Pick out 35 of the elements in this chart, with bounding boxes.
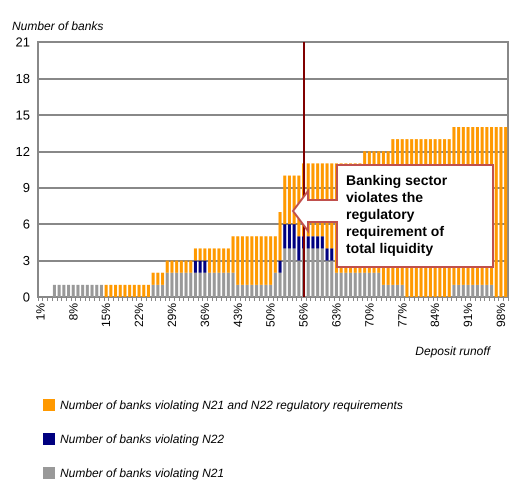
bar bbox=[297, 236, 300, 261]
legend-label: Number of banks violating N21 bbox=[60, 466, 224, 480]
x-tick-label: 29% bbox=[164, 302, 179, 328]
x-tick-label: 15% bbox=[99, 302, 114, 328]
y-tick-label: 12 bbox=[16, 144, 30, 159]
x-tick-label: 77% bbox=[395, 302, 410, 328]
x-tick-label: 91% bbox=[461, 302, 476, 328]
legend-label: Number of banks violating N22 bbox=[60, 432, 224, 446]
x-tick-label: 63% bbox=[329, 302, 344, 328]
y-tick-label: 9 bbox=[22, 180, 30, 196]
legend-label: Number of banks violating N21 and N22 regulatory requirements bbox=[60, 398, 403, 412]
y-tick-label: 3 bbox=[22, 253, 30, 268]
bar bbox=[152, 284, 155, 297]
y-axis-title: Number of banks bbox=[12, 19, 104, 33]
x-tick-label: 36% bbox=[198, 302, 212, 328]
x-tick-label: 8% bbox=[66, 302, 80, 320]
x-tick-label: 22% bbox=[132, 302, 146, 328]
y-tick-label: 0 bbox=[22, 290, 30, 304]
x-tick-label: 56% bbox=[296, 302, 311, 328]
x-axis-title: Deposit runoff bbox=[415, 344, 492, 358]
bar bbox=[104, 284, 108, 297]
y-tick-label: 21 bbox=[16, 34, 30, 50]
x-tick-label: 70% bbox=[362, 302, 376, 328]
x-tick-label: 50% bbox=[264, 302, 278, 328]
bar bbox=[152, 272, 155, 285]
x-tick-label: 1% bbox=[33, 302, 48, 320]
bar bbox=[320, 236, 324, 248]
x-tick-label: 43% bbox=[230, 302, 245, 328]
y-tick-label: 15 bbox=[16, 107, 30, 122]
y-tick-label: 18 bbox=[16, 70, 30, 86]
y-tick-label: 6 bbox=[22, 216, 30, 232]
bar bbox=[278, 260, 282, 273]
x-tick-label: 98% bbox=[494, 302, 508, 328]
x-tick-label: 84% bbox=[428, 302, 442, 328]
bar bbox=[203, 260, 206, 273]
